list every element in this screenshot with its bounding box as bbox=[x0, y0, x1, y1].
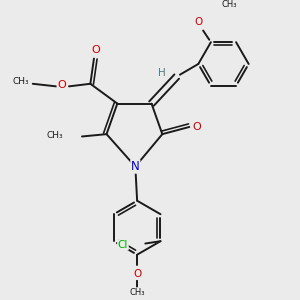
Text: O: O bbox=[133, 269, 141, 280]
Text: CH₃: CH₃ bbox=[129, 288, 145, 297]
Text: H: H bbox=[158, 68, 166, 78]
Text: N: N bbox=[131, 160, 140, 173]
Text: CH₃: CH₃ bbox=[47, 130, 63, 140]
Text: CH₃: CH₃ bbox=[13, 77, 29, 86]
Text: O: O bbox=[194, 17, 202, 27]
Text: O: O bbox=[92, 45, 100, 55]
Text: O: O bbox=[192, 122, 201, 132]
Text: Cl: Cl bbox=[118, 240, 128, 250]
Text: CH₃: CH₃ bbox=[222, 0, 237, 9]
Text: O: O bbox=[57, 80, 66, 90]
